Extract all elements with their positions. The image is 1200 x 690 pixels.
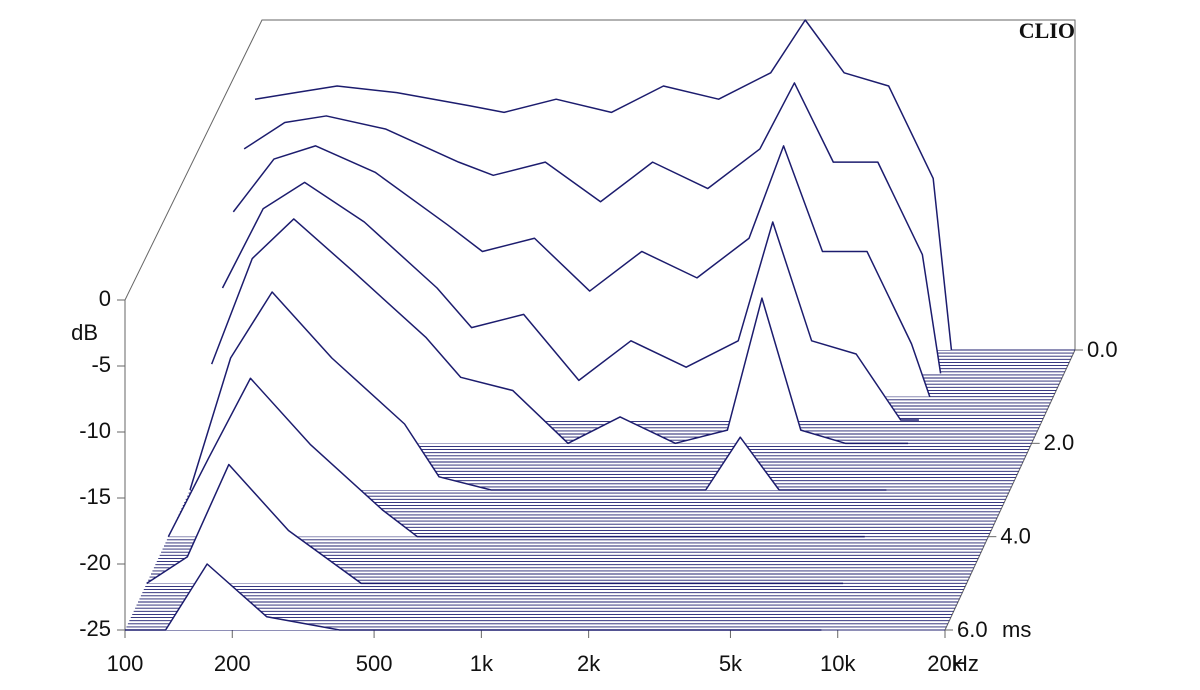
slice-fill bbox=[168, 378, 865, 537]
decay-slice bbox=[125, 563, 822, 631]
y-tick-label: -20 bbox=[79, 550, 111, 575]
x-tick-label: 10k bbox=[820, 651, 856, 676]
y-tick-label: -5 bbox=[91, 352, 111, 377]
z-tick-label: 4.0 bbox=[1000, 523, 1031, 548]
decay-slice bbox=[167, 377, 865, 538]
slice-fill bbox=[211, 218, 909, 444]
z-tick-label: 2.0 bbox=[1044, 430, 1075, 455]
z-tick-label: 0.0 bbox=[1087, 337, 1118, 362]
back-wall bbox=[124, 19, 1076, 350]
x-axis-label: Hz bbox=[952, 651, 979, 676]
decay-slice bbox=[254, 19, 953, 351]
slice-fill bbox=[190, 292, 887, 490]
decay-slice bbox=[189, 291, 887, 491]
x-tick-label: 200 bbox=[214, 651, 251, 676]
slice-fill bbox=[125, 564, 822, 630]
x-tick-label: 100 bbox=[107, 651, 144, 676]
x-tick-label: 5k bbox=[719, 651, 743, 676]
x-tick-label: 20k bbox=[927, 651, 963, 676]
decay-slice bbox=[146, 463, 844, 585]
y-tick-label: -15 bbox=[79, 484, 111, 509]
x-tick-label: 500 bbox=[356, 651, 393, 676]
brand: CLIO bbox=[1019, 18, 1075, 43]
x-tick-label: 1k bbox=[470, 651, 494, 676]
decay-slice bbox=[243, 82, 942, 374]
decay-slice bbox=[221, 181, 919, 421]
y-tick-label: -25 bbox=[79, 616, 111, 641]
x-tick-label: 2k bbox=[577, 651, 601, 676]
y-tick-label: 0 bbox=[99, 286, 111, 311]
z-tick-label: 6.0 bbox=[957, 617, 988, 642]
y-axis-label: dB bbox=[71, 320, 98, 345]
decay-slice bbox=[232, 145, 931, 397]
decay-slice bbox=[210, 218, 909, 445]
z-axis-label: ms bbox=[1002, 617, 1031, 642]
y-tick-label: -10 bbox=[79, 418, 111, 443]
